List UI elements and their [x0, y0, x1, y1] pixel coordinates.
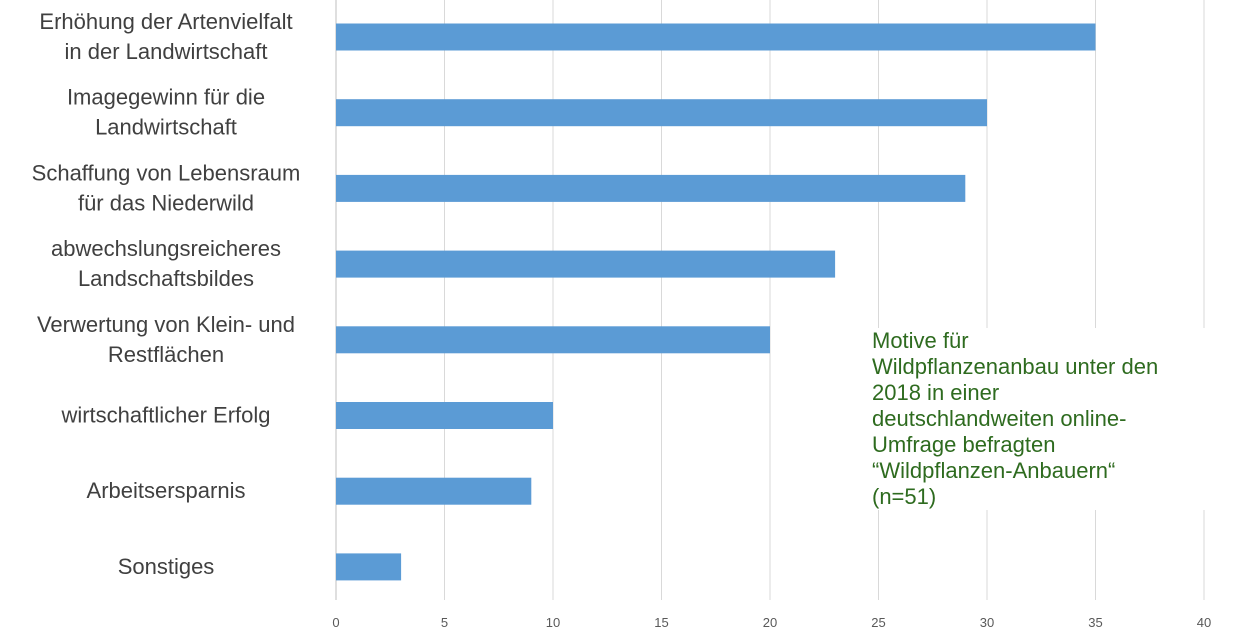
bar-2 — [336, 174, 966, 202]
bar-4 — [336, 326, 770, 354]
category-label-7: Sonstiges — [118, 554, 215, 579]
bar-0 — [336, 23, 1096, 51]
bar-6 — [336, 477, 532, 505]
bar-1 — [336, 99, 987, 127]
x-tick-label-4: 20 — [763, 615, 777, 630]
x-tick-label-3: 15 — [654, 615, 668, 630]
bar-7 — [336, 553, 402, 581]
category-label-4: Verwertung von Klein- und Restflächen — [37, 312, 295, 367]
x-tick-label-6: 30 — [980, 615, 994, 630]
bar-3 — [336, 250, 836, 278]
bar-5 — [336, 402, 553, 429]
category-label-3: abwechslungsreicheres Landschaftsbildes — [51, 236, 281, 291]
x-tick-label-2: 10 — [546, 615, 560, 630]
x-tick-label-1: 5 — [441, 615, 448, 630]
x-tick-label-0: 0 — [332, 615, 339, 630]
category-label-1: Imagegewinn für die Landwirtschaft — [67, 85, 265, 140]
category-label-5: wirtschaftlicher Erfolg — [60, 403, 270, 428]
category-label-2: Schaffung von Lebensraum für das Niederwi… — [32, 160, 301, 215]
x-tick-label-8: 40 — [1197, 615, 1211, 630]
x-tick-label-5: 25 — [871, 615, 885, 630]
chart-annotation: Motive für Wildpflanzenanbau unter den 2… — [872, 328, 1212, 510]
x-tick-label-7: 35 — [1088, 615, 1102, 630]
category-label-0: Erhöhung der Artenvielfalt in der Landwir… — [39, 9, 292, 64]
category-label-6: Arbeitsersparnis — [87, 478, 246, 503]
